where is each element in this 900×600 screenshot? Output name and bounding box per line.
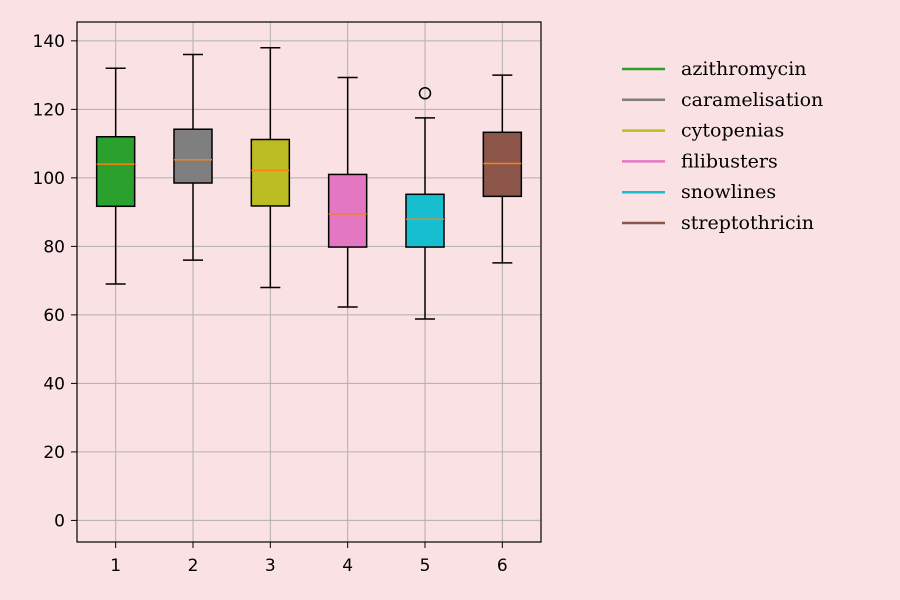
axes-frame: [76, 21, 542, 543]
legend-label: streptothricin: [681, 212, 814, 234]
y-tick-label: 100: [33, 169, 65, 189]
x-tick-label: 3: [265, 556, 276, 576]
legend: azithromycin caramelisation cytopenias fili…: [622, 58, 823, 234]
y-tick-label: 0: [54, 511, 65, 531]
x-tick-label: 1: [110, 556, 121, 576]
legend-label: snowlines: [681, 181, 776, 203]
box-streptothricin: [482, 131, 523, 198]
x-tick-label: 4: [342, 556, 353, 576]
plot-background: [77, 22, 541, 542]
legend-label: caramelisation: [681, 89, 823, 111]
y-tick-label: 40: [43, 374, 65, 394]
y-tick-label: 120: [33, 100, 65, 120]
legend-label: azithromycin: [681, 58, 807, 80]
x-tick-label: 6: [497, 556, 508, 576]
box-cytopenias: [250, 138, 291, 207]
x-tick-label: 2: [188, 556, 199, 576]
box-caramelisation: [173, 128, 213, 184]
y-tick-label: 140: [33, 32, 65, 52]
box-azithromycin: [95, 136, 136, 208]
outlier-point: [418, 87, 432, 100]
box-filibusters: [327, 173, 368, 248]
y-tick-label: 20: [43, 443, 65, 463]
legend-label: filibusters: [681, 150, 778, 172]
legend-label: cytopenias: [681, 120, 784, 142]
y-tick-label: 80: [43, 237, 65, 257]
box-snowlines: [405, 193, 445, 248]
y-tick-label: 60: [43, 306, 65, 326]
x-tick-label: 5: [420, 556, 431, 576]
plot-area: 0 20 40 60 80 100 120 140 1 2 3 4 5 6: [33, 21, 542, 576]
